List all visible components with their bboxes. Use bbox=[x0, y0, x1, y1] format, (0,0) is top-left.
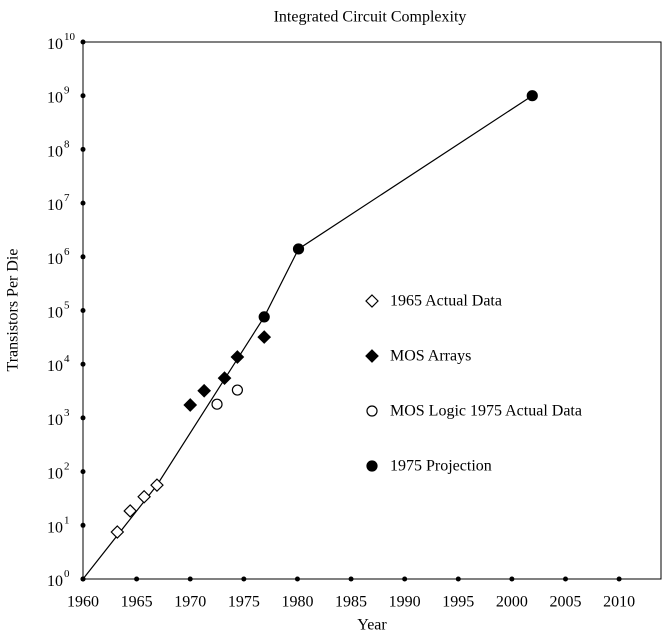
y-tick-mark bbox=[80, 415, 86, 421]
y-tick-label: 108 bbox=[47, 138, 70, 160]
x-tick-mark bbox=[134, 576, 140, 582]
plot-frame bbox=[82, 41, 662, 580]
data-point bbox=[123, 504, 138, 518]
x-tick-label: 1990 bbox=[389, 594, 421, 611]
x-tick-label: 2005 bbox=[550, 594, 582, 611]
data-point bbox=[257, 330, 272, 344]
x-tick-label: 2010 bbox=[603, 594, 635, 611]
data-point bbox=[211, 398, 223, 410]
x-tick-label: 1965 bbox=[121, 594, 153, 611]
y-tick-mark bbox=[80, 93, 86, 99]
y-tick-label: 106 bbox=[47, 245, 70, 267]
y-tick-exponent: 6 bbox=[64, 245, 70, 257]
y-tick-exponent: 7 bbox=[64, 192, 70, 204]
y-tick-base: 10 bbox=[47, 197, 63, 214]
y-tick-label: 105 bbox=[47, 299, 70, 321]
x-tick-mark bbox=[241, 576, 247, 582]
x-tick-label: 1995 bbox=[442, 594, 474, 611]
y-tick-base: 10 bbox=[47, 412, 63, 429]
y-tick-label: 107 bbox=[47, 192, 70, 214]
y-tick-exponent: 1 bbox=[64, 514, 70, 526]
y-tick-exponent: 5 bbox=[64, 299, 70, 311]
x-tick-mark bbox=[187, 576, 193, 582]
x-tick-label: 1960 bbox=[67, 594, 99, 611]
legend-marker bbox=[365, 349, 379, 363]
y-tick-mark bbox=[80, 254, 86, 260]
y-tick-exponent: 3 bbox=[64, 406, 70, 418]
legend-label: MOS Logic 1975 Actual Data bbox=[390, 403, 582, 420]
trend-line bbox=[82, 95, 533, 580]
y-tick-base: 10 bbox=[47, 250, 63, 267]
chart-title: Integrated Circuit Complexity bbox=[274, 9, 467, 26]
x-tick-mark bbox=[402, 576, 408, 582]
legend-label: MOS Arrays bbox=[390, 348, 471, 365]
y-tick-exponent: 10 bbox=[64, 31, 76, 43]
x-tick-mark bbox=[294, 576, 300, 582]
y-tick-base: 10 bbox=[47, 36, 63, 53]
y-tick-mark bbox=[80, 308, 86, 313]
legend-marker bbox=[365, 294, 379, 308]
x-tick-label: 1980 bbox=[281, 594, 313, 611]
data-point bbox=[150, 478, 164, 492]
y-tick-label: 103 bbox=[47, 406, 70, 428]
x-tick-mark bbox=[455, 576, 461, 582]
legend-marker bbox=[366, 405, 378, 417]
y-tick-exponent: 8 bbox=[64, 138, 70, 150]
x-tick-label: 1985 bbox=[335, 594, 367, 611]
y-tick-mark bbox=[80, 200, 86, 206]
data-point bbox=[230, 350, 245, 364]
x-tick-label: 1970 bbox=[174, 594, 206, 611]
y-tick-exponent: 0 bbox=[64, 568, 70, 580]
y-tick-base: 10 bbox=[47, 465, 63, 482]
y-tick-exponent: 4 bbox=[64, 353, 70, 365]
y-tick-mark bbox=[80, 361, 86, 367]
data-point bbox=[197, 383, 212, 398]
y-tick-mark bbox=[80, 146, 86, 152]
x-tick-mark bbox=[563, 576, 568, 582]
data-point bbox=[217, 371, 232, 385]
legend-label: 1965 Actual Data bbox=[390, 293, 502, 310]
x-tick-mark bbox=[348, 576, 354, 582]
y-tick-base: 10 bbox=[47, 519, 63, 536]
y-tick-exponent: 9 bbox=[64, 84, 70, 96]
data-point bbox=[110, 525, 125, 539]
data-point bbox=[292, 243, 305, 255]
data-point bbox=[258, 311, 270, 323]
y-tick-label: 101 bbox=[47, 514, 70, 536]
y-tick-base: 10 bbox=[47, 304, 63, 321]
x-axis-label: Year bbox=[357, 617, 387, 634]
legend-marker bbox=[366, 460, 378, 472]
x-tick-label: 2000 bbox=[496, 594, 528, 611]
y-tick-label: 102 bbox=[47, 460, 70, 482]
y-tick-label: 1010 bbox=[47, 31, 76, 53]
y-tick-base: 10 bbox=[47, 573, 63, 590]
y-tick-mark bbox=[80, 39, 86, 45]
y-tick-base: 10 bbox=[47, 89, 63, 106]
x-tick-mark bbox=[509, 576, 515, 582]
y-tick-mark bbox=[80, 469, 86, 475]
x-tick-label: 1975 bbox=[228, 594, 260, 611]
x-tick-mark bbox=[616, 576, 622, 582]
data-point bbox=[231, 384, 243, 396]
y-tick-base: 10 bbox=[47, 358, 63, 375]
legend-label: 1975 Projection bbox=[390, 458, 492, 475]
data-point bbox=[137, 489, 151, 504]
y-tick-exponent: 2 bbox=[64, 460, 70, 472]
data-point bbox=[183, 398, 198, 412]
y-tick-label: 109 bbox=[47, 84, 70, 106]
data-point bbox=[526, 90, 538, 102]
y-tick-mark bbox=[80, 522, 86, 528]
y-tick-label: 100 bbox=[47, 568, 70, 590]
y-tick-label: 104 bbox=[47, 353, 70, 375]
y-tick-base: 10 bbox=[47, 143, 63, 160]
y-axis-label: Transistors Per Die bbox=[5, 249, 22, 372]
